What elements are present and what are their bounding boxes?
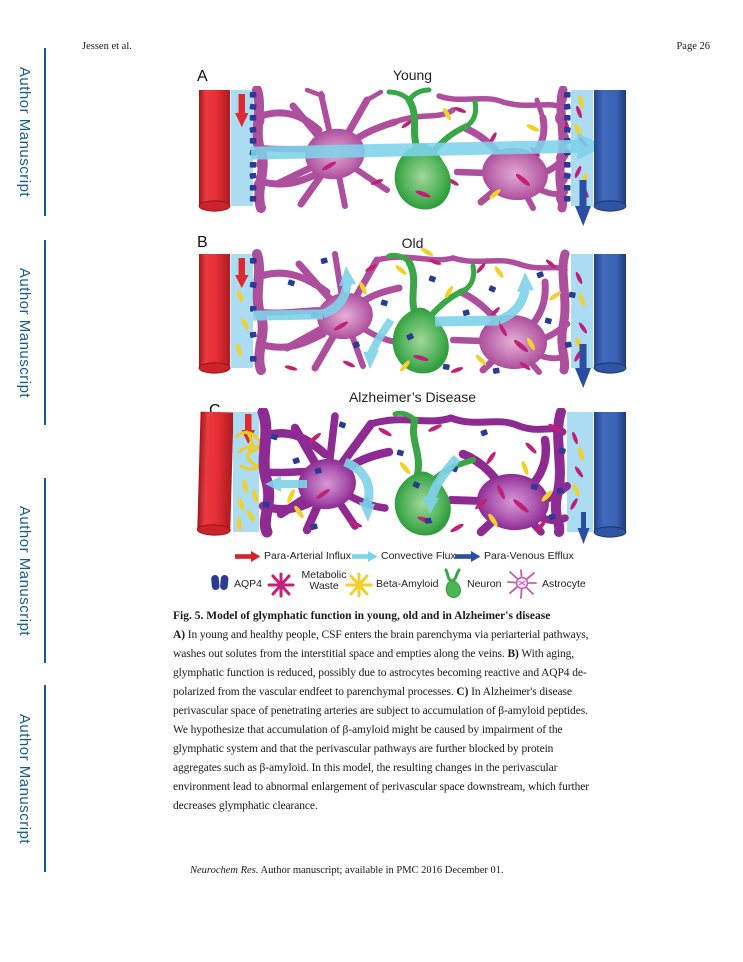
panel-c-illustration bbox=[196, 408, 627, 544]
sidebar-watermark-4: Author Manuscript bbox=[14, 685, 46, 872]
panel-b-label: B bbox=[197, 234, 208, 251]
para-venous-efflux-arrow bbox=[575, 344, 591, 388]
caption-line: glymphatic function is reduced, possibly… bbox=[173, 667, 587, 679]
neuron bbox=[386, 252, 477, 374]
artery bbox=[198, 90, 231, 212]
journal-name: Neurochem Res. bbox=[190, 865, 259, 876]
journal-footer: Neurochem Res. Author manuscript; availa… bbox=[190, 865, 504, 876]
flux-legend: Para-Arterial Influx Convective Flux Par… bbox=[195, 548, 635, 566]
vein bbox=[593, 90, 627, 212]
convective-flux-arrow bbox=[250, 132, 605, 160]
sidebar-rule bbox=[44, 48, 46, 216]
flux-legend-label: Convective Flux bbox=[381, 550, 456, 562]
artery bbox=[198, 254, 231, 374]
artery bbox=[196, 411, 234, 536]
convective-flux-arrows-impaired bbox=[265, 455, 461, 522]
caption-line: washes out solutes from the interstitial… bbox=[173, 648, 575, 660]
sidebar-watermark-label: Author Manuscript bbox=[16, 267, 33, 398]
panel-b-illustration bbox=[198, 248, 627, 388]
sidebar-watermark-3: Author Manuscript bbox=[14, 478, 46, 663]
caption-line: decreases glymphatic clearance. bbox=[173, 800, 318, 812]
cyan-right-arrow-icon bbox=[352, 551, 378, 562]
sidebar-watermark-1: Author Manuscript bbox=[14, 48, 46, 216]
astrocyte-bodies bbox=[317, 292, 547, 370]
panel-c-label: C bbox=[209, 402, 221, 419]
figure-caption: Fig. 5. Model of glymphatic function in … bbox=[173, 610, 645, 816]
sidebar-rule bbox=[44, 685, 46, 872]
beta-amyloid-particles-influx bbox=[236, 479, 258, 531]
sidebar-watermark-label: Author Manuscript bbox=[16, 66, 33, 198]
figure-caption-body: A) In young and healthy people, CSF ente… bbox=[173, 626, 645, 816]
caption-line: polarized from the vascular endfeet to p… bbox=[173, 686, 572, 698]
running-head-author: Jessen et al. bbox=[82, 41, 132, 52]
metabolic-waste-particles bbox=[284, 248, 588, 373]
para-arterial-influx-arrow bbox=[235, 94, 249, 127]
metabolic-waste-particles bbox=[287, 423, 584, 533]
caption-line: environment lead to abnormal enlargement… bbox=[173, 781, 590, 793]
caption-line: We hypothesize that accumulation of β-am… bbox=[173, 724, 563, 736]
red-right-arrow-icon bbox=[235, 551, 261, 562]
aqp4-capsules-icon bbox=[211, 574, 229, 591]
magenta-starburst-icon bbox=[267, 572, 295, 598]
vein bbox=[593, 254, 627, 374]
marker-legend-label: Metabolic Waste bbox=[301, 569, 347, 592]
sidebar-watermark-label: Author Manuscript bbox=[16, 505, 33, 636]
sidebar-watermark-2: Author Manuscript bbox=[14, 240, 46, 425]
panel-a-illustration bbox=[198, 86, 627, 226]
aqp4-channels-depolarized bbox=[262, 421, 566, 531]
para-venous-efflux-arrow bbox=[575, 180, 591, 226]
sidebar-watermark-label: Author Manuscript bbox=[16, 713, 33, 844]
flux-legend-label: Para-Venous Efflux bbox=[484, 550, 574, 562]
neuron bbox=[392, 410, 476, 536]
aqp4-channels-depolarized bbox=[249, 257, 576, 374]
marker-legend: AQP4 Metabolic Waste Beta-Amyloid Neuron bbox=[195, 566, 635, 606]
sidebar-rule bbox=[44, 240, 46, 425]
convective-flux-arrows-reduced bbox=[252, 266, 534, 369]
amyloid-in-influx-space bbox=[236, 289, 249, 357]
footer-availability-text: Author manuscript; available in PMC 2016… bbox=[258, 865, 504, 876]
flux-legend-label: Para-Arterial Influx bbox=[264, 550, 351, 562]
panel-c-title: Alzheimer’s Disease bbox=[348, 389, 477, 405]
para-venous-efflux-arrow-reduced bbox=[577, 512, 590, 544]
caption-line: glymphatic system and that the perivascu… bbox=[173, 743, 554, 755]
marker-legend-label: Beta-Amyloid bbox=[376, 578, 439, 590]
caption-line: A) In young and healthy people, CSF ente… bbox=[173, 629, 589, 641]
caption-line: perivascular space of penetrating arteri… bbox=[173, 705, 588, 717]
vein bbox=[593, 412, 627, 538]
para-arterial-influx-arrow bbox=[235, 258, 249, 288]
figure-caption-title: Fig. 5. Model of glymphatic function in … bbox=[173, 610, 551, 622]
page-number: Page 26 bbox=[676, 41, 710, 52]
caption-line: aggregates such as β-amyloid. In this mo… bbox=[173, 762, 558, 774]
marker-legend-label: AQP4 bbox=[234, 578, 263, 590]
panel-b-title: Old bbox=[401, 235, 424, 251]
blue-right-arrow-icon bbox=[455, 551, 481, 562]
sidebar-rule bbox=[44, 478, 46, 663]
marker-legend-label: Neuron bbox=[467, 578, 502, 590]
panel-a-label: A bbox=[197, 68, 208, 85]
green-neuron-icon bbox=[444, 568, 461, 598]
yellow-starburst-icon bbox=[345, 572, 373, 598]
panel-a-title: Young bbox=[392, 67, 433, 83]
pink-astrocyte-icon bbox=[507, 569, 537, 599]
marker-legend-label: Astrocyte bbox=[542, 578, 586, 590]
